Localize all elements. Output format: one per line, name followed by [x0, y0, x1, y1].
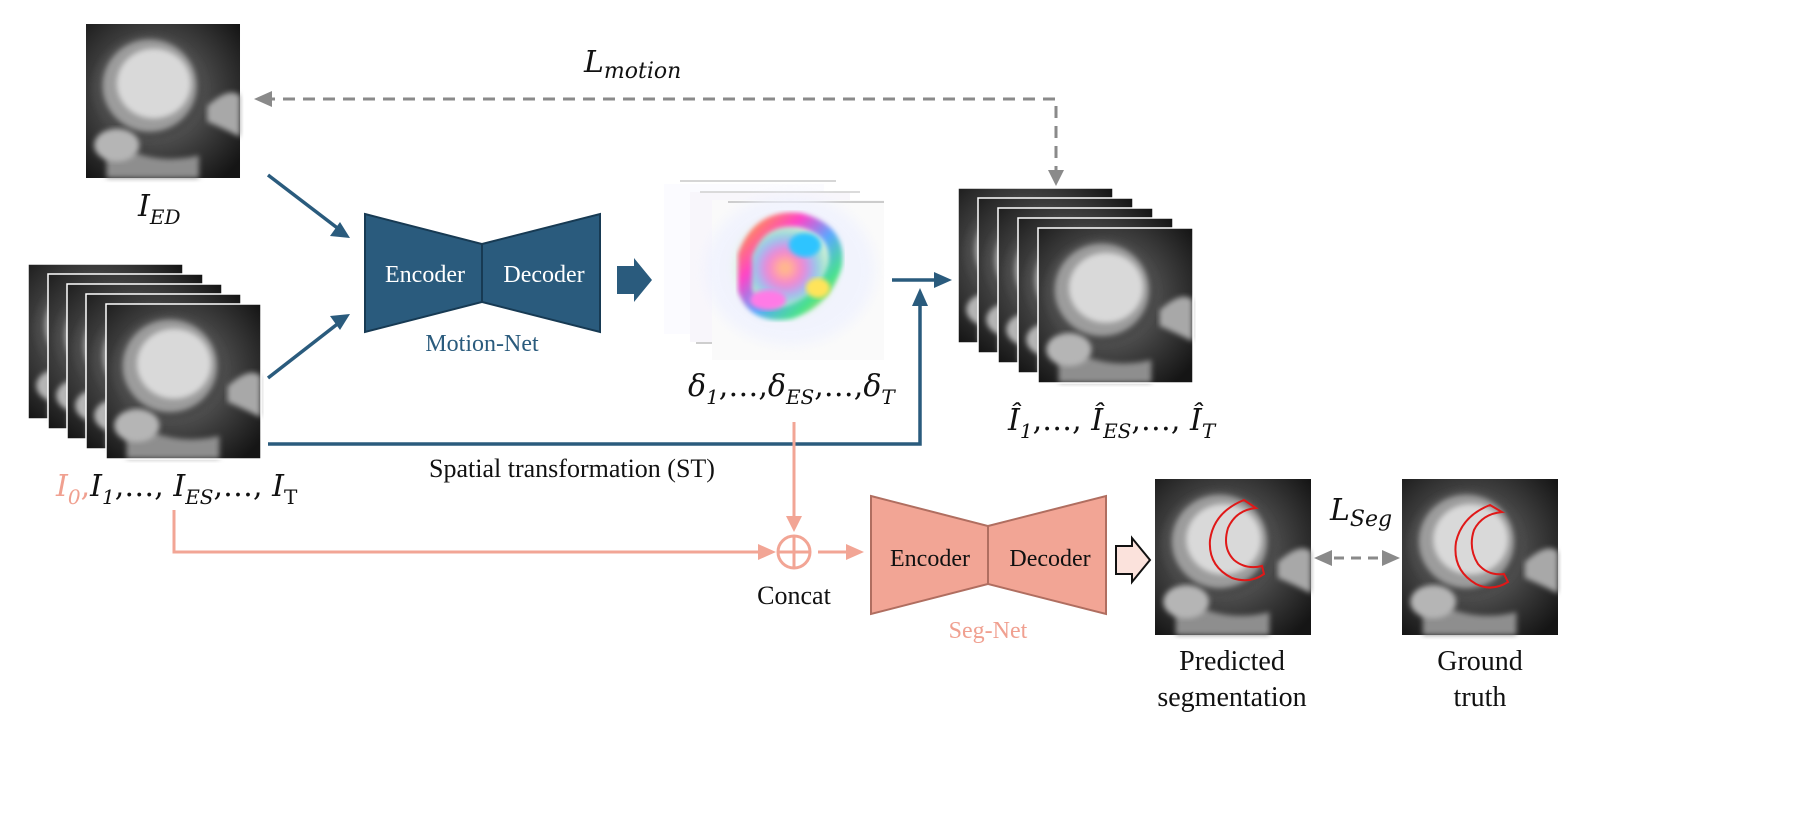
warped-sequence-stack: [957, 187, 1194, 384]
seg-net-block: Encoder Decoder: [870, 494, 1107, 616]
input-sequence-label: I0,I1,…, IES,…, IT: [55, 469, 298, 509]
seg-decoder-label: Decoder: [1009, 546, 1090, 572]
predicted-segmentation-caption-line1: Predicted: [1179, 646, 1285, 677]
block-arrow-icon: [1115, 535, 1152, 585]
motion-loss-label: Lmotion: [583, 45, 681, 84]
predicted-segmentation-image: [1155, 479, 1311, 635]
spatial-transformation-label: Spatial transformation (ST): [429, 454, 715, 483]
block-arrow-icon: [617, 258, 652, 302]
motion-net-block: Encoder Decoder: [364, 212, 601, 334]
motion-decoder-label: Decoder: [503, 262, 584, 288]
ground-truth-caption-line1: Ground: [1437, 646, 1523, 677]
seg-loss-connector: [1314, 550, 1400, 566]
seg-encoder-label: Encoder: [890, 546, 970, 572]
ed-frame-image: [86, 24, 240, 178]
ground-truth-image: [1402, 479, 1558, 635]
seg-net-label: Seg-Net: [949, 618, 1028, 644]
ed-frame-label: IED: [137, 189, 181, 229]
arrow-delta-to-concat: [786, 422, 802, 532]
warped-sequence-label: Î1,…, ÎES,…, ÎT: [1007, 402, 1217, 443]
circled-plus-icon: [776, 534, 812, 570]
motion-encoder-label: Encoder: [385, 262, 465, 288]
motion-loss-connector: [254, 91, 1064, 186]
arrow-delta-to-warped: [892, 272, 952, 288]
input-sequence-stack: [27, 263, 262, 460]
motion-net-label: Motion-Net: [425, 331, 539, 357]
concat-label: Concat: [757, 581, 831, 610]
arrow-concat-to-seg-net: [818, 544, 864, 560]
arrow-input-to-concat: [172, 510, 776, 560]
motion-net-decoder: [481, 212, 601, 334]
spatial-transformation-path: [268, 288, 928, 446]
seg-loss-label: LSeg: [1329, 493, 1392, 532]
arrow-ed-to-motion-net: [266, 173, 350, 238]
arrow-seq-to-motion-net: [266, 314, 350, 380]
ground-truth-caption-line2: truth: [1454, 682, 1507, 713]
seg-net-decoder: [987, 494, 1107, 616]
motion-field-stack: [664, 180, 884, 360]
displacement-field-label: δ1,…,δES,…,δT: [688, 369, 896, 409]
predicted-segmentation-caption-line2: segmentation: [1157, 682, 1306, 713]
